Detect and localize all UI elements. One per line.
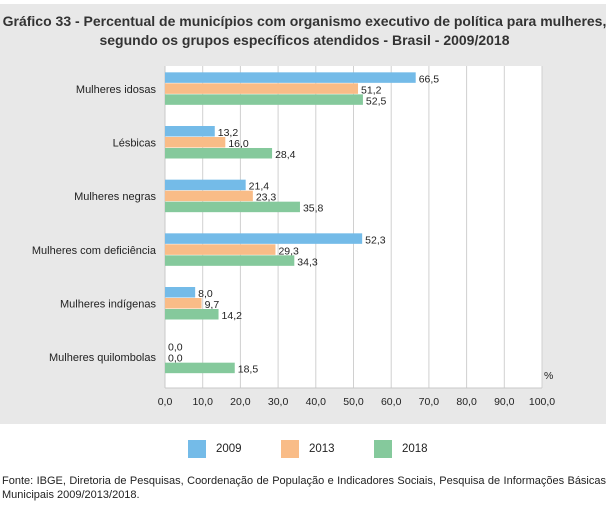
bar-2018 bbox=[165, 148, 273, 159]
category-label: Mulheres indígenas bbox=[60, 299, 157, 311]
bar-2018 bbox=[165, 201, 300, 213]
legend-item-2009: 2009 bbox=[188, 440, 242, 458]
bar-2009 bbox=[165, 126, 215, 137]
x-tick-label: 50,0 bbox=[343, 396, 364, 408]
x-tick-label: 0,0 bbox=[158, 396, 173, 408]
data-label: 52,3 bbox=[365, 234, 386, 246]
bar-2018 bbox=[165, 94, 363, 105]
legend-label: 2009 bbox=[216, 443, 242, 455]
data-label: 35,8 bbox=[303, 203, 324, 215]
data-label: 51,2 bbox=[361, 84, 382, 96]
data-label: 28,4 bbox=[275, 149, 296, 161]
legend-label: 2018 bbox=[402, 443, 428, 455]
x-tick-label: 100,0 bbox=[529, 396, 555, 408]
data-label: 13,2 bbox=[218, 127, 239, 139]
data-label: 16,0 bbox=[228, 138, 249, 150]
legend-swatch bbox=[188, 440, 206, 458]
bar-2018 bbox=[165, 362, 235, 374]
data-label: 23,3 bbox=[256, 192, 277, 204]
data-label: 0,0 bbox=[168, 342, 183, 354]
data-label: 8,0 bbox=[198, 288, 213, 300]
data-label: 14,2 bbox=[222, 310, 243, 322]
chart-title: Gráfico 33 - Percentual de municípios co… bbox=[2, 13, 607, 48]
source-note: Fonte: IBGE, Diretoria de Pesquisas, Coo… bbox=[2, 475, 606, 501]
legend-item-2018: 2018 bbox=[374, 440, 428, 458]
data-label: 34,3 bbox=[297, 256, 318, 268]
x-tick-label: 70,0 bbox=[419, 396, 440, 408]
x-tick-label: 10,0 bbox=[192, 396, 213, 408]
bar-2009 bbox=[165, 287, 196, 298]
legend-swatch bbox=[281, 440, 299, 458]
data-label: 29,3 bbox=[278, 245, 299, 257]
bar-2009 bbox=[165, 233, 363, 244]
data-label: 66,5 bbox=[419, 73, 440, 85]
bar-2013 bbox=[165, 190, 253, 202]
legend-item-2013: 2013 bbox=[281, 440, 335, 458]
x-tick-label: 60,0 bbox=[381, 396, 402, 408]
bar-2013 bbox=[165, 83, 359, 94]
bar-2018 bbox=[165, 309, 219, 320]
category-label: Mulheres com deficiência bbox=[32, 245, 157, 257]
x-tick-label: 90,0 bbox=[494, 396, 515, 408]
category-label: Mulheres idosas bbox=[76, 84, 157, 96]
category-label: Mulheres negras bbox=[74, 191, 156, 203]
category-label: Lésbicas bbox=[113, 138, 157, 150]
bar-2013 bbox=[165, 244, 276, 255]
bar-2018 bbox=[165, 255, 295, 266]
legend: 2009 2013 2018 bbox=[0, 440, 609, 460]
unit-label: % bbox=[544, 370, 553, 382]
data-label: 18,5 bbox=[238, 364, 259, 376]
bar-2013 bbox=[165, 137, 226, 148]
x-tick-label: 40,0 bbox=[306, 396, 327, 408]
legend-label: 2013 bbox=[309, 443, 335, 455]
legend-swatch bbox=[374, 440, 392, 458]
data-label: 0,0 bbox=[168, 353, 183, 365]
data-label: 9,7 bbox=[205, 299, 220, 311]
x-tick-label: 80,0 bbox=[456, 396, 477, 408]
data-label: 52,5 bbox=[366, 95, 387, 107]
data-label: 21,4 bbox=[249, 181, 270, 193]
x-tick-label: 20,0 bbox=[230, 396, 251, 408]
category-label: Mulheres quilombolas bbox=[49, 352, 156, 364]
bar-2009 bbox=[165, 179, 246, 191]
bar-2009 bbox=[165, 72, 416, 83]
bar-2013 bbox=[165, 298, 202, 309]
x-tick-label: 30,0 bbox=[268, 396, 289, 408]
